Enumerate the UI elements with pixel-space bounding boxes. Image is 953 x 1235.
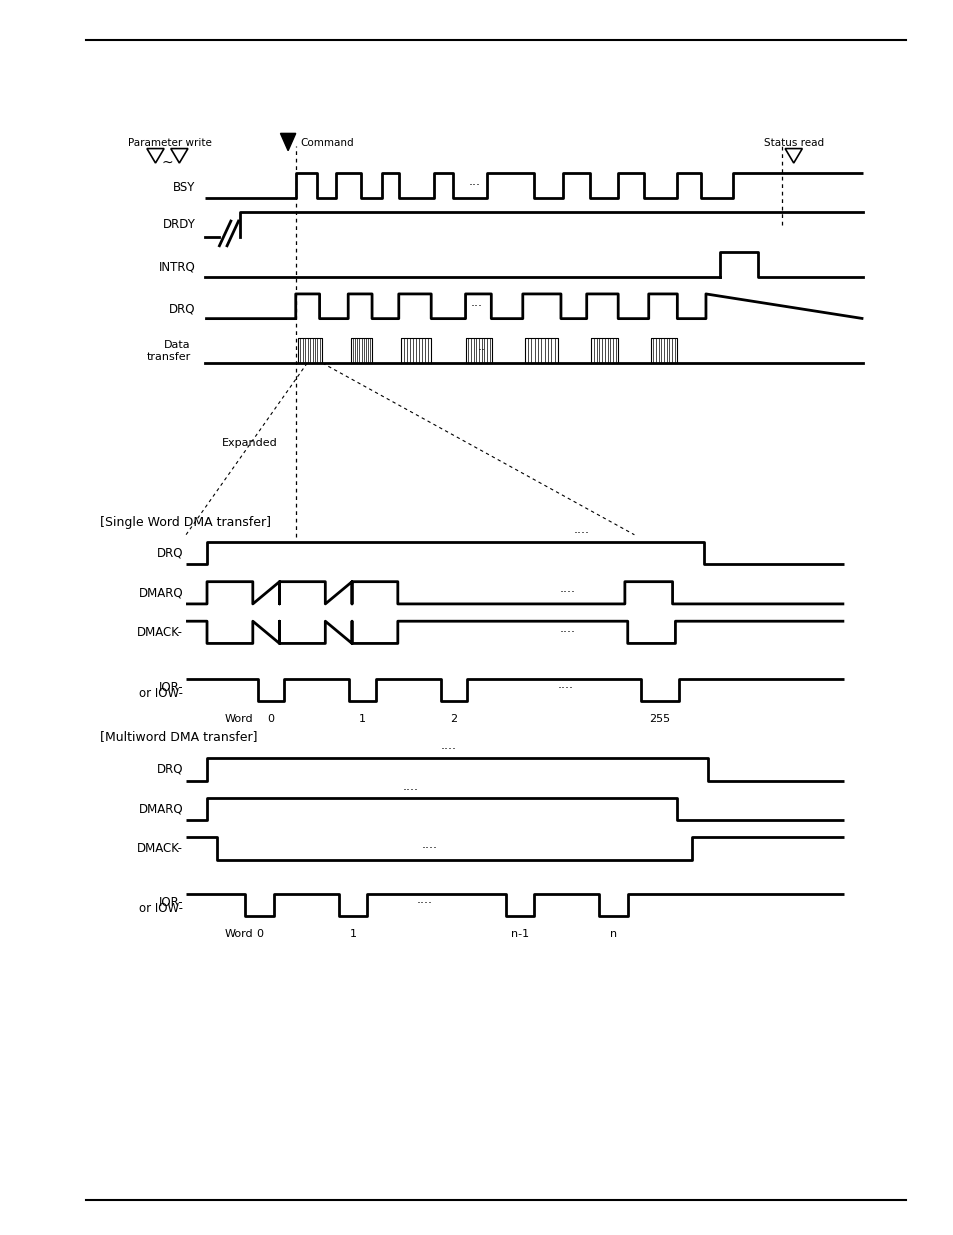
Text: DRQ: DRQ	[156, 547, 183, 559]
Text: Word: Word	[224, 929, 253, 939]
Text: 1: 1	[349, 929, 356, 939]
Text: transfer: transfer	[147, 352, 191, 362]
Text: [Single Word DMA transfer]: [Single Word DMA transfer]	[100, 515, 271, 529]
Text: DMARQ: DMARQ	[138, 587, 183, 599]
Text: ···: ···	[468, 179, 479, 191]
Text: Command: Command	[300, 138, 354, 148]
Polygon shape	[280, 133, 295, 151]
Text: Data: Data	[164, 340, 191, 350]
Text: [Multiword DMA transfer]: [Multiword DMA transfer]	[100, 730, 257, 743]
Text: n-1: n-1	[511, 929, 528, 939]
Text: IOR-: IOR-	[158, 895, 183, 909]
Text: or IOW-: or IOW-	[139, 687, 183, 700]
Text: ··: ··	[477, 345, 485, 357]
Text: Parameter write: Parameter write	[128, 138, 212, 148]
Text: or IOW-: or IOW-	[139, 902, 183, 915]
Text: IOR-: IOR-	[158, 680, 183, 694]
Text: ····: ····	[416, 897, 432, 909]
Text: 0: 0	[255, 929, 263, 939]
Text: Word: Word	[224, 714, 253, 724]
Text: 0: 0	[267, 714, 274, 724]
Text: ····: ····	[402, 783, 417, 797]
Text: Status read: Status read	[762, 138, 823, 148]
Text: DMARQ: DMARQ	[138, 803, 183, 815]
Text: ····: ····	[559, 626, 575, 638]
Text: INTRQ: INTRQ	[158, 261, 195, 273]
Text: 1: 1	[358, 714, 366, 724]
Text: ····: ····	[574, 526, 589, 540]
Text: Expanded: Expanded	[222, 438, 277, 448]
Text: DRQ: DRQ	[169, 303, 195, 315]
Text: DMACK-: DMACK-	[137, 842, 183, 855]
Text: ···: ···	[471, 300, 482, 312]
Text: ····: ····	[421, 842, 436, 855]
Text: ····: ····	[558, 682, 573, 694]
Text: DRQ: DRQ	[156, 763, 183, 776]
Text: ····: ····	[559, 587, 575, 599]
Text: 255: 255	[649, 714, 670, 724]
Text: 2: 2	[450, 714, 457, 724]
Text: ~: ~	[161, 156, 172, 170]
Text: n: n	[609, 929, 617, 939]
Text: BSY: BSY	[173, 182, 195, 194]
Text: DRDY: DRDY	[163, 219, 195, 231]
Text: DMACK-: DMACK-	[137, 626, 183, 638]
Text: ····: ····	[440, 742, 456, 756]
